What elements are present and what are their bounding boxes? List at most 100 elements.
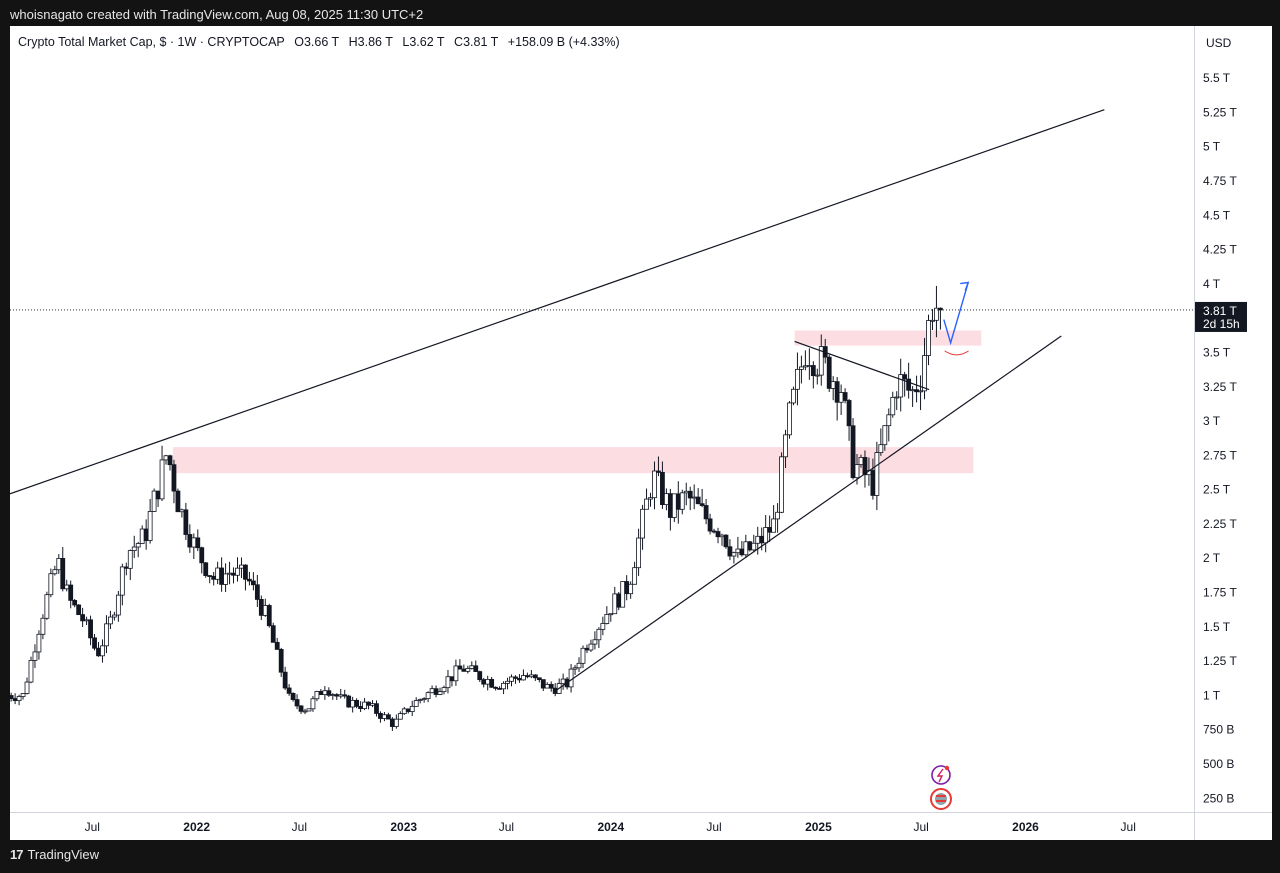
candle-body — [362, 701, 367, 709]
candle-body — [711, 530, 717, 533]
candle-body — [175, 490, 181, 513]
candle-body — [719, 534, 725, 538]
candle-body — [838, 392, 844, 403]
candle-body — [739, 548, 745, 556]
candle-body — [675, 493, 681, 510]
candle-body — [536, 677, 542, 680]
time-tick-label: Jul — [85, 820, 100, 834]
candle-body — [207, 575, 213, 577]
candle-body — [378, 713, 383, 719]
candle-body — [735, 548, 741, 554]
price-tick-label: 5 T — [1203, 140, 1221, 154]
candle-body — [473, 665, 479, 672]
candle-body — [850, 425, 856, 479]
candle-body — [640, 508, 645, 539]
candle-body — [167, 455, 173, 466]
candle-body — [32, 651, 38, 661]
candle-body — [703, 505, 709, 520]
candle-body — [397, 713, 403, 720]
candle-body — [751, 542, 757, 551]
trendline-1 — [10, 109, 1105, 495]
candle-body — [906, 378, 912, 391]
time-tick-label: 2023 — [390, 820, 417, 834]
candle-body — [485, 678, 491, 685]
candle-body — [679, 492, 685, 510]
candle-body — [393, 718, 399, 727]
candle-body — [759, 535, 765, 544]
candle-body — [818, 346, 824, 376]
candle-body — [524, 675, 530, 678]
candle-body — [48, 573, 54, 596]
candle-body — [183, 509, 189, 535]
candle-body — [20, 693, 26, 697]
candle-body — [608, 613, 614, 616]
support-arc — [944, 350, 969, 356]
candle-body — [830, 381, 836, 389]
candle-body — [771, 518, 777, 533]
candle-body — [195, 537, 201, 549]
price-tick-label: 500 B — [1203, 757, 1234, 771]
candle-body — [239, 564, 244, 569]
candle-body — [171, 464, 177, 492]
lightning-bolt-icon — [936, 768, 944, 783]
candle-body — [52, 569, 58, 575]
candle-body — [310, 698, 316, 710]
candle-body — [509, 676, 514, 682]
price-tick-label: 2.5 T — [1203, 483, 1231, 497]
candle-body — [88, 619, 93, 639]
candle-body — [513, 676, 518, 679]
candle-body — [334, 694, 340, 697]
price-chart[interactable]: USD 5.5 T 5.25 T 5 T 4.75 T 4.5 T 4.25 T 4 T 3.5… — [10, 26, 1272, 840]
candle-body — [667, 493, 673, 518]
candle-body — [155, 490, 161, 500]
candle-body — [382, 714, 387, 719]
price-tick-label: 4 T — [1203, 277, 1221, 291]
candle-body — [600, 623, 606, 630]
candle-body — [298, 705, 304, 712]
candle-body — [389, 718, 395, 727]
candle-body — [505, 680, 510, 684]
candle-body — [342, 694, 348, 697]
flag-stripe-icon — [935, 795, 946, 797]
candle-body — [854, 464, 860, 479]
trendline-3 — [794, 340, 930, 391]
candle-body — [858, 457, 864, 466]
projection-path — [943, 282, 969, 346]
candle-body — [826, 356, 832, 389]
candle-body — [60, 558, 66, 590]
symbol-legend: Crypto Total Market Cap, $ · 1W · CRYPTO… — [18, 35, 626, 49]
chart-frame[interactable]: USD 5.5 T 5.25 T 5 T 4.75 T 4.5 T 4.25 T 4 T 3.5… — [10, 26, 1272, 840]
time-tick-label: 2025 — [805, 820, 832, 834]
candle-body — [620, 581, 626, 608]
candle-body — [934, 307, 939, 321]
time-tick-label: Jul — [499, 820, 514, 834]
candle-body — [437, 691, 443, 695]
candle-body — [223, 573, 228, 585]
candle-body — [663, 493, 669, 506]
candle-body — [28, 660, 34, 683]
candle-body — [108, 616, 113, 625]
candle-body — [802, 365, 808, 368]
candle-body — [922, 355, 927, 392]
candle-body — [139, 528, 145, 544]
time-tick-label: 2024 — [597, 820, 624, 834]
candle-body — [247, 578, 252, 582]
candle-body — [235, 567, 240, 576]
candle-body — [521, 675, 526, 681]
candle-body — [552, 687, 558, 694]
candle-body — [648, 497, 653, 500]
candle-body — [894, 396, 900, 399]
candle-body — [199, 547, 205, 564]
price-tick-label: 4.75 T — [1203, 174, 1237, 188]
candle-body — [783, 434, 788, 458]
price-tick-label: 1 T — [1203, 688, 1221, 702]
candle-body — [898, 374, 904, 398]
price-tick-label: 3.5 T — [1203, 345, 1231, 359]
candle-body — [532, 674, 538, 679]
candle-body — [592, 639, 598, 645]
price-tick-label: 2.25 T — [1203, 517, 1237, 531]
current-price-box — [1195, 301, 1247, 332]
candle-body — [151, 490, 157, 512]
candle-body — [417, 699, 423, 701]
legend-high: H3.86 T — [348, 35, 393, 49]
